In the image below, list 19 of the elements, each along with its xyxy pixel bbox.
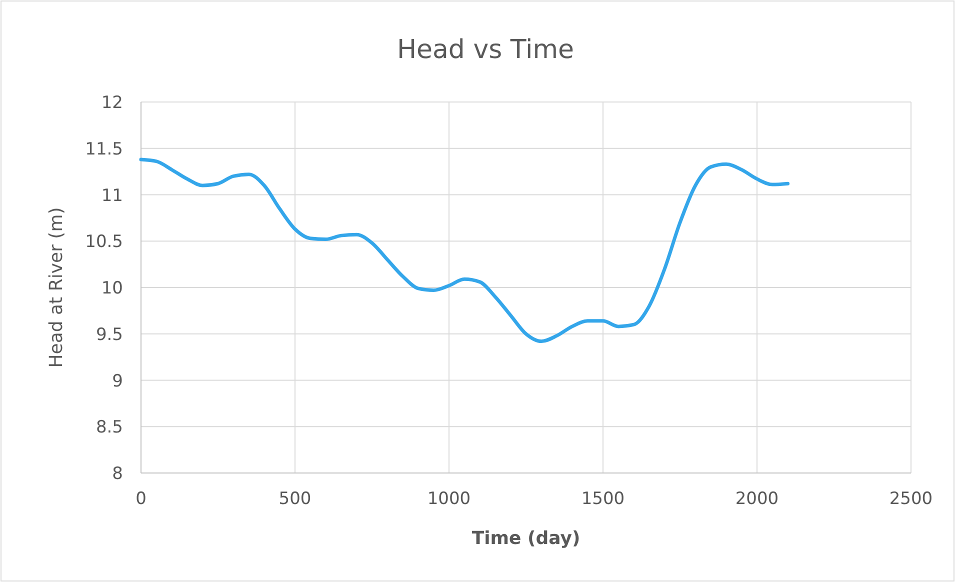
- x-axis-title: Time (day): [472, 528, 580, 549]
- line-series: [139, 158, 790, 344]
- y-tick-label: 8.5: [96, 418, 123, 438]
- x-tick-label: 500: [278, 489, 312, 509]
- y-tick-label: 8: [112, 464, 123, 484]
- y-tick-label: 11: [101, 186, 123, 206]
- x-tick-label: 0: [136, 489, 146, 509]
- y-axis-title: Head at River (m): [46, 207, 67, 368]
- y-tick-label: 12: [101, 93, 123, 113]
- x-tick-label: 2000: [735, 489, 779, 509]
- x-tick-label: 1500: [581, 489, 625, 509]
- x-tick-label: 1000: [427, 489, 471, 509]
- y-tick-label: 10.5: [85, 232, 123, 252]
- y-tick-label: 11.5: [85, 139, 123, 160]
- x-tick-label: 2500: [889, 489, 933, 509]
- chart-title: Head vs Time: [396, 35, 574, 65]
- y-tick-label: 9: [112, 371, 123, 392]
- y-tick-label: 10: [101, 278, 123, 298]
- y-tick-label: 9.5: [96, 324, 123, 345]
